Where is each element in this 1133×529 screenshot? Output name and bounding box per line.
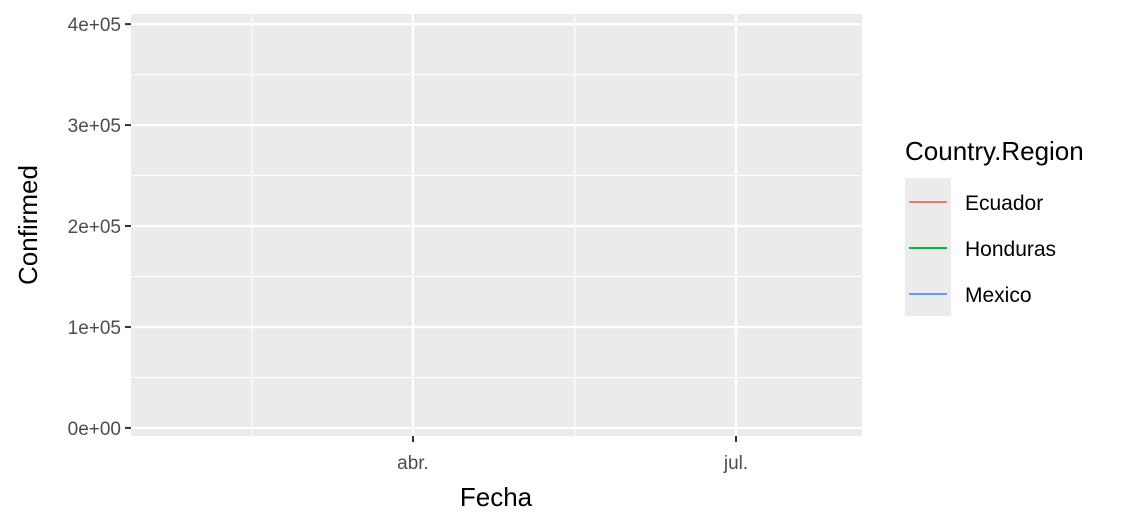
major-gridlines-x (411, 14, 738, 436)
legend-label-ecuador: Ecuador (965, 192, 1043, 215)
legend-title: Country.Region (905, 136, 1084, 166)
x-tick-label: abr. (397, 453, 429, 474)
x-tick-label: jul. (723, 453, 748, 474)
y-axis-ticks: 0e+00 1e+05 2e+05 3e+05 4e+05 (68, 15, 131, 440)
y-tick-label: 2e+05 (68, 217, 121, 238)
y-tick-label: 1e+05 (68, 318, 121, 339)
legend-label-mexico: Mexico (965, 284, 1032, 307)
y-tick-label: 4e+05 (68, 15, 121, 36)
legend: Country.Region Ecuador Honduras Mexico (905, 136, 1084, 316)
x-axis-ticks: abr. jul. (397, 436, 748, 474)
x-axis-title: Fecha (460, 482, 533, 512)
major-gridlines-y (131, 22, 862, 430)
y-tick-label: 0e+00 (68, 419, 121, 440)
legend-label-honduras: Honduras (965, 238, 1056, 261)
y-tick-label: 3e+05 (68, 116, 121, 137)
y-axis-title: Confirmed (13, 165, 43, 285)
minor-gridlines-y (131, 74, 862, 378)
